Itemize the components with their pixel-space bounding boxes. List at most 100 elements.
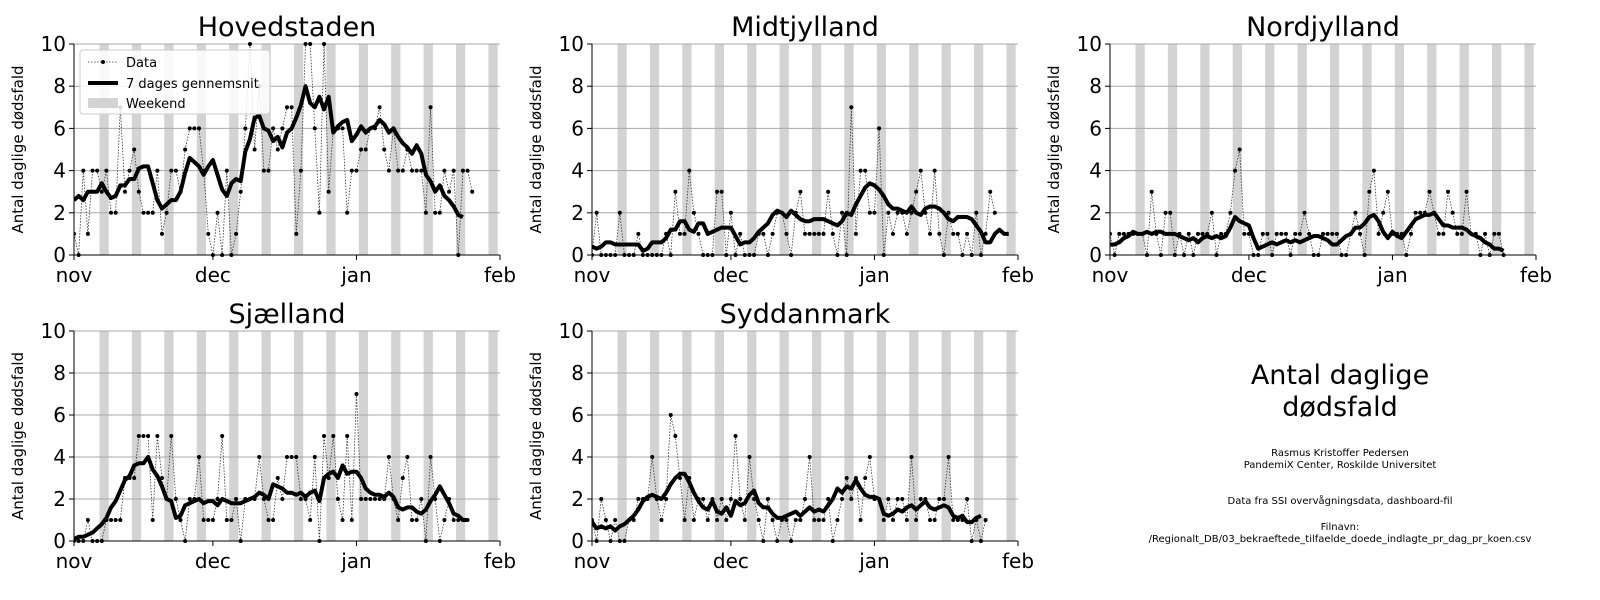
x-tick-label: jan (858, 263, 890, 287)
data-point (677, 231, 682, 236)
data-point (742, 253, 747, 257)
data-point (765, 497, 770, 501)
data-point (900, 497, 905, 501)
x-tick-label: dec (195, 549, 231, 573)
data-point (664, 497, 669, 501)
data-point (470, 189, 475, 194)
data-point (1496, 231, 1501, 236)
data-point (1270, 253, 1275, 257)
data-point (460, 168, 465, 173)
data-point (835, 518, 840, 522)
data-point (173, 168, 178, 173)
data-point (654, 253, 659, 257)
weekend-band (779, 331, 789, 541)
weekend-band (1265, 44, 1275, 255)
data-point (419, 497, 424, 501)
data-point (640, 253, 645, 257)
data-point (1436, 231, 1441, 236)
data-point (173, 497, 178, 501)
weekend-band (974, 331, 984, 541)
data-point (840, 210, 845, 215)
data-point (835, 253, 840, 257)
data-point (636, 497, 641, 501)
data-point (159, 231, 164, 236)
data-point (1376, 231, 1381, 236)
data-point (599, 497, 604, 501)
data-point (238, 189, 243, 194)
info-panel: Antal daglige dødsfald Rasmus Kristoffer… (1130, 360, 1550, 546)
data-point (377, 497, 382, 501)
data-point (969, 253, 974, 257)
weekend-band (617, 331, 627, 541)
data-point (197, 455, 202, 459)
data-point (1492, 231, 1497, 236)
data-point (345, 210, 350, 215)
weekend-band (811, 331, 822, 541)
weekend-band (423, 44, 433, 255)
data-point (340, 126, 345, 131)
data-point (155, 434, 160, 438)
data-point (928, 518, 933, 522)
data-point (1233, 168, 1238, 173)
data-point (696, 231, 701, 236)
data-point (719, 189, 724, 194)
data-point (914, 189, 919, 194)
data-point (1274, 231, 1279, 236)
data-point (285, 455, 289, 459)
data-point (229, 253, 234, 257)
data-point (294, 231, 299, 236)
data-point (830, 231, 835, 236)
data-point (224, 168, 229, 173)
data-point (74, 231, 76, 236)
data-point (410, 518, 415, 522)
data-point (761, 231, 766, 236)
data-point (183, 147, 188, 152)
data-point (1446, 189, 1451, 194)
data-point (1251, 253, 1256, 257)
weekend-band (488, 44, 498, 255)
data-point (701, 253, 706, 257)
data-point (946, 210, 951, 215)
data-point (1195, 231, 1200, 236)
y-tick-label: 2 (53, 487, 66, 511)
data-point (1408, 231, 1413, 236)
data-point (405, 455, 410, 459)
data-point (1242, 231, 1247, 236)
y-tick-label: 4 (1089, 159, 1102, 183)
data-point (803, 497, 807, 501)
data-point (146, 434, 151, 438)
weekend-band (1200, 44, 1210, 255)
data-point (331, 434, 336, 438)
y-tick-label: 0 (53, 243, 66, 267)
data-point (201, 518, 206, 522)
data-point (895, 497, 900, 501)
data-point (1413, 210, 1418, 215)
data-point (622, 539, 627, 543)
data-point (372, 497, 377, 501)
data-point (932, 168, 937, 173)
data-point (803, 231, 807, 236)
data-point (275, 147, 280, 152)
info-affiliation: PandemiX Center, Roskilde Universitet (1243, 460, 1437, 471)
x-tick-label: jan (1376, 263, 1408, 287)
info-source: Data fra SSI overvågningsdata, dashboard… (1227, 496, 1453, 507)
y-tick-label: 4 (53, 445, 66, 469)
data-point (1427, 189, 1432, 194)
data-point (627, 253, 632, 257)
plot-area (1110, 147, 1506, 257)
data-point (849, 105, 854, 110)
data-point (1110, 231, 1112, 236)
data-point (386, 455, 391, 459)
weekend-band (941, 44, 951, 255)
weekend-bands (1135, 44, 1534, 255)
weekend-band (261, 44, 271, 255)
data-point (918, 497, 923, 501)
data-point (1311, 253, 1316, 257)
y-tick-label: 6 (571, 403, 584, 427)
data-point (983, 518, 988, 522)
x-tick-label: nov (574, 263, 611, 287)
mean-series-line (74, 455, 468, 541)
data-point (1464, 189, 1469, 194)
weekend-band (423, 331, 433, 541)
data-point (691, 518, 696, 522)
